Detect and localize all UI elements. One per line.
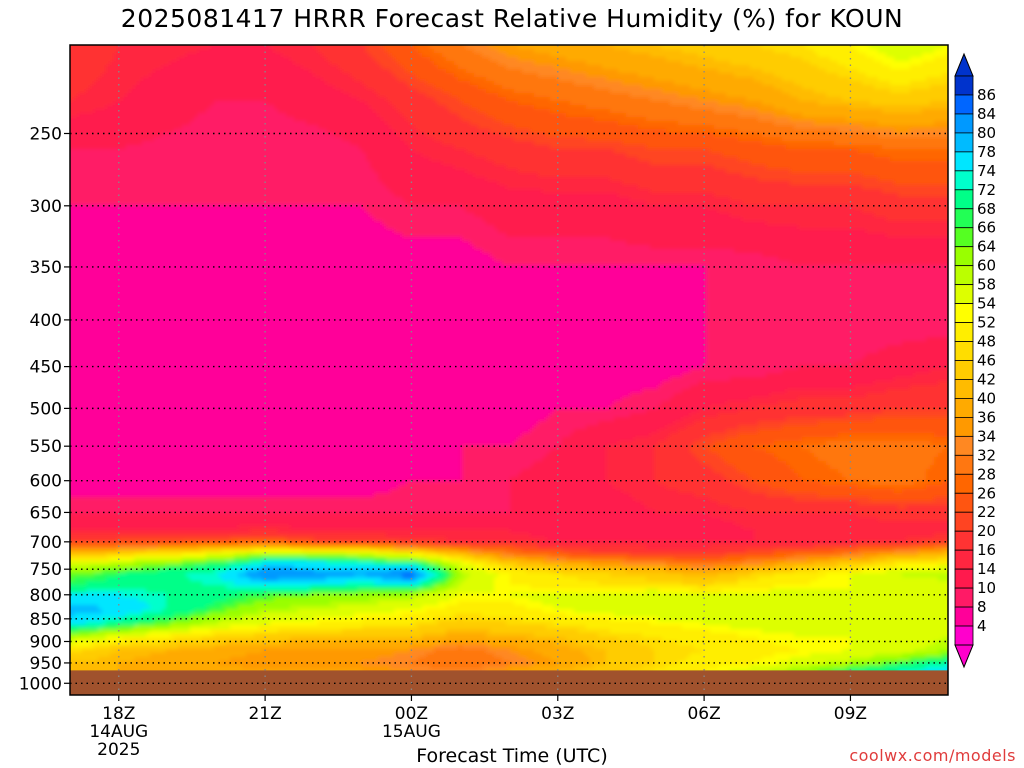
x-tick-label-21Z: 21Z [248, 704, 281, 724]
colorbar-box [954, 227, 974, 248]
y-tick-label-450: 450 [30, 358, 62, 378]
x-tick-label-03Z: 03Z [541, 704, 574, 724]
y-tick-label-500: 500 [30, 399, 62, 419]
x-tick-sublabel-14AUG: 14AUG [89, 722, 148, 742]
grid-lines [70, 45, 948, 695]
y-tick-label-700: 700 [30, 533, 62, 553]
colorbar-box [954, 625, 974, 646]
colorbar-label-52: 52 [977, 314, 996, 332]
colorbar-box [954, 189, 974, 210]
colorbar-box [954, 284, 974, 304]
colorbar-label-36: 36 [977, 408, 996, 426]
colorbar-box [954, 492, 974, 513]
colorbar-label-86: 86 [977, 86, 996, 104]
plot-frame [69, 44, 949, 696]
y-tick-label-800: 800 [30, 586, 62, 606]
colorbar-box [954, 265, 974, 286]
y-tick-label-350: 350 [30, 258, 62, 278]
colorbar-label-48: 48 [977, 333, 996, 351]
colorbar-label-14: 14 [977, 560, 996, 578]
y-axis-ticks: 2503003504004505005506006507007508008509… [19, 124, 70, 694]
colorbar-max-triangle [954, 52, 974, 77]
x-tick-label-06Z: 06Z [687, 704, 720, 724]
colorbar-label-84: 84 [977, 105, 996, 123]
colorbar-label-74: 74 [977, 162, 996, 180]
colorbar-label-26: 26 [977, 484, 996, 502]
colorbar-label-16: 16 [977, 541, 996, 559]
colorbar-label-4: 4 [977, 617, 987, 635]
colorbar-box [954, 113, 974, 134]
colorbar-box [954, 530, 974, 551]
x-tick-sublabel-2025: 2025 [97, 740, 140, 760]
colorbar-label-58: 58 [977, 276, 996, 294]
colorbar-box [954, 549, 974, 570]
colorbar-box [954, 606, 974, 627]
colorbar-label-54: 54 [977, 295, 996, 313]
colorbar-label-42: 42 [977, 370, 996, 388]
x-axis-label: Forecast Time (UTC) [416, 745, 608, 767]
colorbar-box [954, 208, 974, 229]
colorbar-box [954, 416, 974, 437]
colorbar-label-10: 10 [977, 579, 996, 597]
y-tick-label-550: 550 [30, 437, 62, 457]
colorbar-label-68: 68 [977, 200, 996, 218]
colorbar-box [954, 246, 974, 267]
colorbar-label-72: 72 [977, 181, 996, 199]
colorbar-box [954, 454, 974, 475]
colorbar-box [954, 568, 974, 589]
colorbar-label-8: 8 [977, 598, 987, 616]
y-tick-label-1000: 1000 [19, 674, 62, 694]
colorbar-min-triangle [954, 644, 974, 669]
source-credit: coolwx.com/models [849, 746, 1016, 765]
colorbar-box [954, 94, 974, 115]
x-tick-label-18Z: 18Z [102, 704, 135, 724]
colorbar-label-28: 28 [977, 465, 996, 483]
y-tick-label-400: 400 [30, 311, 62, 331]
colorbar-box [954, 132, 974, 153]
colorbar-label-64: 64 [977, 238, 996, 256]
y-tick-label-250: 250 [30, 124, 62, 144]
colorbar-box [954, 473, 974, 494]
below-ground-fill [70, 670, 948, 695]
colorbar-box [954, 435, 974, 456]
colorbar-box [954, 322, 974, 342]
y-tick-label-900: 900 [30, 632, 62, 652]
colorbar-label-40: 40 [977, 389, 996, 407]
colorbar-box [954, 360, 974, 380]
y-tick-label-300: 300 [30, 197, 62, 217]
colorbar-label-34: 34 [977, 427, 996, 445]
colorbar-label-66: 66 [977, 219, 996, 237]
colorbar-box [954, 303, 974, 323]
colorbar-box [954, 587, 974, 608]
x-tick-sublabel-15AUG: 15AUG [382, 722, 441, 742]
x-tick-label-00Z: 00Z [395, 704, 428, 724]
colorbar-label-60: 60 [977, 257, 996, 275]
colorbar-box [954, 170, 974, 191]
colorbar-label-46: 46 [977, 352, 996, 370]
colorbar-label-20: 20 [977, 522, 996, 540]
colorbar-box [954, 398, 974, 418]
colorbar-label-22: 22 [977, 503, 996, 521]
colorbar-box [954, 75, 974, 96]
colorbar-box [954, 151, 974, 172]
chart-title: 2025081417 HRRR Forecast Relative Humidi… [120, 4, 904, 33]
colorbar-label-32: 32 [977, 446, 996, 464]
y-tick-label-650: 650 [30, 503, 62, 523]
colorbar-box [954, 511, 974, 532]
y-tick-label-850: 850 [30, 610, 62, 630]
y-tick-label-950: 950 [30, 654, 62, 674]
x-tick-label-09Z: 09Z [834, 704, 867, 724]
colorbar-label-80: 80 [977, 124, 996, 142]
y-tick-label-600: 600 [30, 472, 62, 492]
colorbar-label-78: 78 [977, 143, 996, 161]
y-tick-label-750: 750 [30, 560, 62, 580]
colorbar-box [954, 379, 974, 399]
rh-contour-field [70, 45, 948, 695]
colorbar-box [954, 341, 974, 361]
colorbar: 4810141620222628323436404246485254586064… [954, 52, 996, 669]
